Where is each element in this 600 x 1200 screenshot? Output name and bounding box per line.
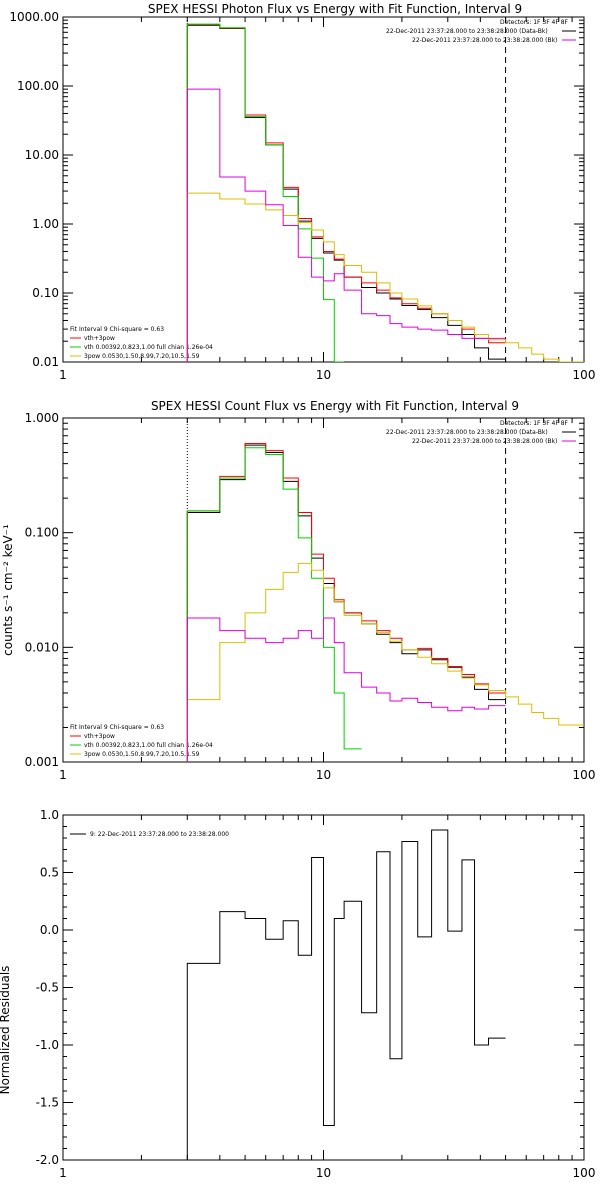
header-text: Detectors: 1F 3F 4F 8F 22-Dec-2011 23:37…: [386, 19, 569, 44]
x-tick-label: 100: [573, 768, 596, 782]
series-line: [186, 23, 506, 362]
legend-line: vth+3pow: [84, 733, 115, 740]
x-tick-label: 1: [59, 768, 67, 782]
header-text: Detectors: 1F 3F 4F 8F 22-Dec-2011 23:37…: [386, 420, 569, 445]
series-line: [186, 617, 506, 762]
legend: Fit Interval 9 Chi-square = 0.63 vth+3po…: [70, 326, 213, 360]
legend-line: Fit Interval 9 Chi-square = 0.63: [70, 724, 164, 731]
y-tick-label: -1.5: [36, 1096, 59, 1110]
legend-line: vth 0.00392,0.823,1.00 full chian 1.26e-…: [84, 344, 213, 351]
series-line: [186, 88, 506, 362]
series-line: [186, 23, 345, 362]
y-tick-label: 0.010: [25, 640, 59, 654]
y-axis-label: counts s⁻¹ cm⁻² keV⁻¹: [1, 524, 15, 656]
x-tick-label: 10: [316, 768, 331, 782]
header-line: Detectors: 1F 3F 4F 8F: [500, 420, 569, 427]
x-tick-label: 1: [59, 368, 67, 382]
y-tick-label: 0.10: [32, 286, 59, 300]
y-tick-label: 0.0: [40, 923, 59, 937]
series-line: [186, 24, 506, 362]
photon-flux-panel: SPEX HESSI Photon Flux vs Energy with Fi…: [9, 2, 595, 382]
y-tick-label: -1.0: [36, 1038, 59, 1052]
x-tick-label: 1: [59, 1166, 67, 1180]
series-line: [186, 444, 506, 762]
y-tick-label: 0.001: [25, 755, 59, 769]
y-axis-label: Normalized Residuals: [0, 966, 12, 1095]
legend-line: 9: 22-Dec-2011 23:37:28.000 to 23:38:28.…: [90, 831, 229, 838]
series-line: [186, 192, 584, 362]
count-flux-panel: SPEX HESSI Count Flux vs Energy with Fit…: [1, 399, 595, 782]
chart-title: SPEX HESSI Count Flux vs Energy with Fit…: [151, 399, 519, 413]
y-tick-label: 1000.00: [9, 10, 59, 24]
legend-line: 3pow 0.0530,1.50,8.99,7.20,10.5,1.59: [84, 751, 200, 758]
residuals-panel: 9: 22-Dec-2011 23:37:28.000 to 23:38:28.…: [0, 808, 595, 1180]
x-tick-label: 100: [573, 368, 596, 382]
y-tick-label: 1.0: [40, 808, 59, 822]
chart-title: SPEX HESSI Photon Flux vs Energy with Fi…: [148, 2, 522, 16]
legend: 9: 22-Dec-2011 23:37:28.000 to 23:38:28.…: [90, 831, 229, 838]
series-line: [186, 447, 362, 762]
series-line: [186, 562, 584, 762]
y-tick-label: 1.000: [25, 411, 59, 425]
header-line: 22-Dec-2011 23:37:28.000 to 23:38:28.000…: [412, 438, 557, 445]
y-tick-label: 0.01: [32, 355, 59, 369]
series-line: [186, 829, 506, 1160]
header-line: 22-Dec-2011 23:37:28.000 to 23:38:28.000…: [412, 37, 557, 44]
y-tick-label: 0.5: [40, 866, 59, 880]
legend: Fit Interval 9 Chi-square = 0.63 vth+3po…: [70, 724, 213, 758]
x-tick-label: 10: [316, 1166, 331, 1180]
header-line: 22-Dec-2011 23:37:28.000 to 23:38:28.000…: [386, 429, 548, 436]
series-line: [186, 442, 506, 762]
legend-line: vth 0.00392,0.823,1.00 full chian 1.26e-…: [84, 742, 213, 749]
y-tick-label: 1.00: [32, 217, 59, 231]
y-tick-label: -2.0: [36, 1153, 59, 1167]
legend-line: Fit Interval 9 Chi-square = 0.63: [70, 326, 164, 333]
y-tick-label: 0.100: [25, 526, 59, 540]
y-tick-label: 100.00: [17, 79, 59, 93]
y-tick-label: 10.00: [25, 148, 59, 162]
x-tick-label: 100: [573, 1166, 596, 1180]
header-line: Detectors: 1F 3F 4F 8F: [500, 19, 569, 26]
header-line: 22-Dec-2011 23:37:28.000 to 23:38:28.000…: [386, 28, 548, 35]
x-tick-label: 10: [316, 368, 331, 382]
legend-line: vth+3pow: [84, 335, 115, 342]
legend-line: 3pow 0.0530,1.50,8.99,7.20,10.5,1.59: [84, 353, 200, 360]
y-tick-label: -0.5: [36, 981, 59, 995]
